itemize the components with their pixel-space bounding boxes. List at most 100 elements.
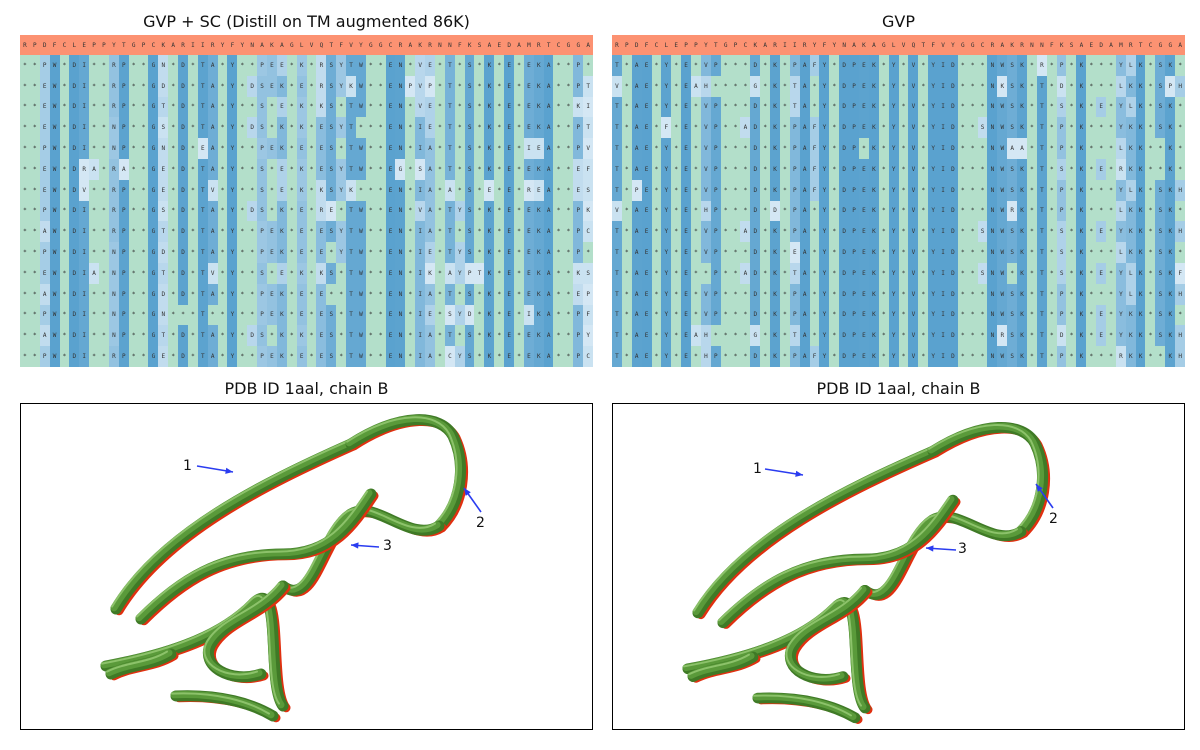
match-cell — [1175, 117, 1186, 139]
mutation-cell — [809, 179, 820, 202]
mutation-cell — [612, 221, 623, 243]
mutation-cell — [1175, 283, 1186, 306]
mutation-cell — [1056, 55, 1067, 77]
match-cell — [355, 117, 367, 139]
match-cell — [454, 179, 466, 202]
mutation-cell — [681, 221, 692, 243]
mutation-cell — [207, 179, 219, 202]
mutation-cell — [395, 75, 406, 98]
mutation-cell — [770, 263, 781, 285]
mutation-cell — [740, 117, 751, 139]
mutation-cell — [908, 200, 919, 222]
match-cell — [977, 75, 988, 98]
match-cell — [375, 138, 387, 160]
match-cell — [494, 75, 505, 98]
match-cell — [720, 159, 732, 181]
match-cell — [1175, 200, 1186, 222]
match-cell — [1105, 304, 1117, 326]
match-cell — [1175, 138, 1186, 160]
mutation-cell — [523, 179, 535, 202]
mutation-cell — [928, 283, 939, 306]
match-cell — [563, 96, 574, 118]
mutation-cell — [207, 221, 219, 243]
match-cell — [779, 325, 791, 347]
match-cell — [513, 221, 525, 243]
mutation-cell — [1135, 346, 1146, 368]
mutation-cell — [395, 138, 406, 160]
mutation-cell — [997, 263, 1008, 285]
mutation-cell — [543, 75, 554, 98]
mutation-cell — [839, 325, 850, 347]
mutation-cell — [700, 75, 712, 98]
mutation-cell — [987, 263, 998, 285]
native-backbone — [696, 448, 941, 620]
mutation-cell — [1036, 242, 1048, 264]
match-cell — [138, 200, 149, 222]
mutation-cell — [346, 96, 357, 118]
match-cell — [29, 117, 41, 139]
match-cell — [829, 75, 840, 98]
match-cell — [918, 55, 929, 77]
mutation-cell — [661, 200, 672, 222]
mutation-cell — [710, 283, 722, 306]
mutation-cell — [296, 96, 307, 118]
mutation-cell — [1175, 346, 1186, 368]
mutation-cell — [928, 200, 939, 222]
match-cell — [1096, 346, 1107, 368]
mutation-cell — [276, 304, 288, 326]
mutation-cell — [1125, 96, 1137, 118]
match-cell — [1026, 304, 1038, 326]
match-cell — [494, 263, 505, 285]
mutation-cell — [454, 200, 466, 222]
mutation-cell — [1155, 179, 1166, 202]
match-cell — [779, 138, 791, 160]
match-cell — [1096, 283, 1107, 306]
match-cell — [375, 304, 387, 326]
match-cell — [809, 221, 820, 243]
mutation-cell — [1036, 96, 1048, 118]
match-cell — [168, 304, 179, 326]
match-cell — [306, 117, 317, 139]
match-cell — [306, 200, 317, 222]
match-cell — [434, 346, 446, 368]
mutation-cell — [1125, 325, 1137, 347]
match-cell — [779, 159, 791, 181]
predicted-backbone — [683, 599, 862, 707]
mutation-cell — [750, 75, 761, 98]
match-cell — [89, 325, 100, 347]
match-cell — [128, 138, 140, 160]
mutation-cell — [69, 75, 80, 98]
mutation-cell — [178, 117, 189, 139]
mutation-cell — [79, 159, 90, 181]
match-cell — [405, 117, 416, 139]
match-cell — [730, 346, 741, 368]
match-cell — [918, 159, 929, 181]
mutation-cell — [858, 221, 870, 243]
match-cell — [779, 96, 791, 118]
protein-structure-render — [682, 422, 1054, 724]
mutation-cell — [839, 242, 850, 264]
match-cell — [1046, 346, 1058, 368]
match-cell — [651, 138, 662, 160]
match-cell — [434, 263, 446, 285]
mutation-cell — [1076, 96, 1087, 118]
annotation-3: 3 — [383, 538, 392, 554]
mutation-cell — [227, 55, 238, 77]
match-cell — [957, 138, 969, 160]
match-cell — [474, 159, 485, 181]
mutation-cell — [415, 138, 426, 160]
mutation-cell — [1076, 263, 1087, 285]
match-cell — [207, 304, 219, 326]
mutation-cell — [355, 346, 367, 368]
sequence-alignment-gvp-sc: RPDFCLEPPYTGPCKARIIRYFYNAKAGLVQTFVYGGCRA… — [20, 35, 594, 368]
mutation-cell — [799, 263, 811, 285]
mutation-cell — [484, 159, 495, 181]
mutation-cell — [266, 75, 278, 98]
mutation-cell — [415, 283, 426, 306]
mutation-cell — [247, 200, 258, 222]
mutation-cell — [809, 55, 820, 77]
mutation-cell — [79, 325, 90, 347]
match-cell — [128, 325, 140, 347]
mutation-cell — [504, 159, 515, 181]
mutation-cell — [1135, 263, 1146, 285]
